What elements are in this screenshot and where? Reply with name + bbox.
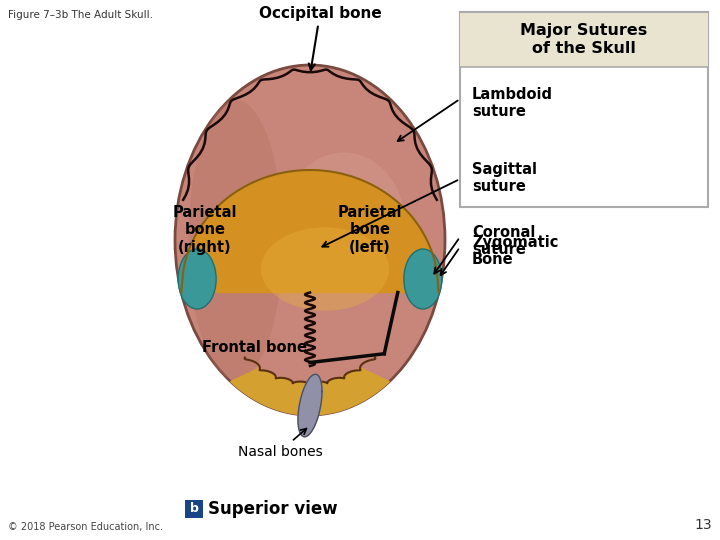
Polygon shape — [230, 368, 390, 415]
Ellipse shape — [178, 249, 216, 309]
Ellipse shape — [261, 227, 389, 310]
Text: Superior view: Superior view — [208, 500, 338, 518]
Text: Nasal bones: Nasal bones — [238, 429, 323, 458]
Ellipse shape — [189, 100, 283, 380]
Text: Parietal
bone
(left): Parietal bone (left) — [338, 205, 402, 255]
Polygon shape — [181, 170, 438, 293]
Text: Figure 7–3b The Adult Skull.: Figure 7–3b The Adult Skull. — [8, 10, 153, 20]
Text: Major Sutures
of the Skull: Major Sutures of the Skull — [521, 23, 647, 56]
FancyBboxPatch shape — [460, 12, 708, 207]
Text: © 2018 Pearson Education, Inc.: © 2018 Pearson Education, Inc. — [8, 522, 163, 532]
Bar — [460, 12, 708, 67]
Ellipse shape — [175, 65, 445, 415]
Text: Occipital bone: Occipital bone — [258, 6, 382, 70]
Text: Sagittal
suture: Sagittal suture — [472, 162, 537, 194]
Text: Zygomatic
Bone: Zygomatic Bone — [472, 235, 559, 267]
Bar — [185, 500, 203, 518]
Ellipse shape — [283, 152, 405, 293]
Polygon shape — [298, 374, 322, 437]
Text: Parietal
bone
(right): Parietal bone (right) — [173, 205, 238, 255]
Text: Coronal
suture: Coronal suture — [472, 225, 536, 258]
Text: b: b — [189, 503, 199, 516]
Text: 13: 13 — [694, 518, 712, 532]
Ellipse shape — [404, 249, 442, 309]
Text: Frontal bone: Frontal bone — [202, 341, 307, 355]
Text: Lambdoid
suture: Lambdoid suture — [472, 87, 553, 119]
